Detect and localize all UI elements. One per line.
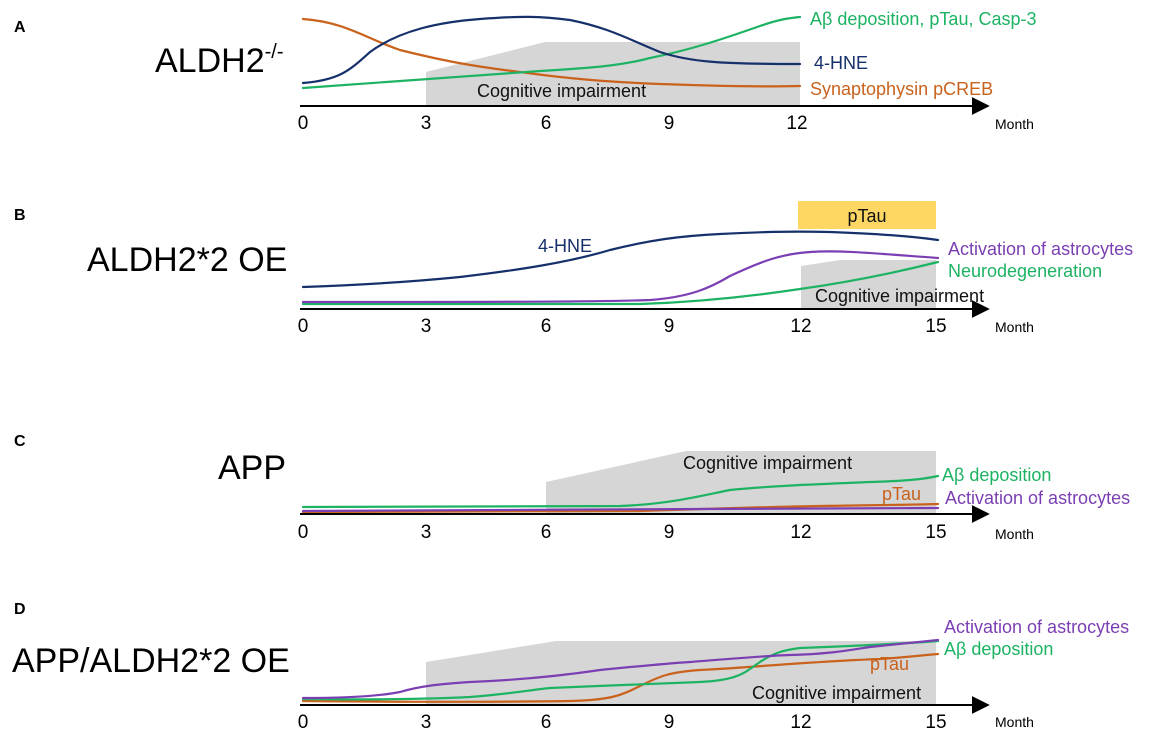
cognitive-impairment-region xyxy=(801,260,936,309)
astrocyte-activation-curve xyxy=(301,638,940,700)
series-label: Aβ deposition xyxy=(944,639,1053,659)
tick-label: 9 xyxy=(664,113,675,134)
tick-label: 0 xyxy=(298,522,309,543)
tick-label: 3 xyxy=(421,316,432,337)
ptau-box xyxy=(798,201,936,229)
series-label: 4-HNE xyxy=(538,236,592,256)
tick-label: 3 xyxy=(421,712,432,731)
series-label: Activation of astrocytes xyxy=(945,488,1130,508)
series-label: pTau xyxy=(870,654,909,674)
series-label: 4-HNE xyxy=(814,53,868,73)
tick-label: 15 xyxy=(925,316,946,337)
tick-label: 0 xyxy=(298,316,309,337)
axis-ticks: 0 3 6 9 12 xyxy=(298,113,808,134)
tick-label: 6 xyxy=(541,522,552,543)
tick-label: 6 xyxy=(541,712,552,731)
axis-ticks: 0 3 6 9 12 15 xyxy=(298,522,947,543)
panel-letter: B xyxy=(14,207,26,224)
tick-label: 15 xyxy=(925,712,946,731)
axis-unit: Month xyxy=(995,526,1034,542)
tick-label: 12 xyxy=(786,113,807,134)
panel-a: A ALDH2-/- Cognitive impairment 0 3 6 9 … xyxy=(14,9,1037,134)
tick-label: 3 xyxy=(421,522,432,543)
tick-label: 0 xyxy=(298,113,309,134)
series-label: pTau xyxy=(882,484,921,504)
cognitive-impairment-region xyxy=(426,42,800,106)
axis-unit: Month xyxy=(995,714,1034,730)
tick-label: 9 xyxy=(664,712,675,731)
model-name: ALDH2-/- xyxy=(155,41,284,80)
cognitive-impairment-region xyxy=(546,451,936,514)
model-name: APP/ALDH2*2 OE xyxy=(12,642,290,680)
neurodegeneration-curve xyxy=(301,260,940,306)
cognitive-impairment-label: Cognitive impairment xyxy=(815,286,984,306)
abeta-deposition-curve xyxy=(301,639,940,701)
panel-d: D APP/ALDH2*2 OE Cognitive impairment 0 … xyxy=(12,601,1129,731)
astrocyte-activation-curve xyxy=(301,250,940,304)
4-hne-curve xyxy=(301,230,940,289)
panel-c: C APP Cognitive impairment 0 3 6 9 12 15… xyxy=(14,433,1130,543)
ptau-box-label: pTau xyxy=(847,206,886,226)
tick-label: 6 xyxy=(541,316,552,337)
series-label: Neurodegeneration xyxy=(948,261,1102,281)
tick-label: 15 xyxy=(925,522,946,543)
abeta-deposition-curve xyxy=(301,474,940,509)
series-label: Activation of astrocytes xyxy=(948,239,1133,259)
axis-ticks: 0 3 6 9 12 15 xyxy=(298,712,947,731)
series-label: Synaptophysin pCREB xyxy=(810,79,993,99)
ptau-curve xyxy=(301,652,940,703)
tick-label: 12 xyxy=(790,522,811,543)
model-name: ALDH2*2 OE xyxy=(87,241,287,279)
axis-unit: Month xyxy=(995,319,1034,335)
abeta-ptau-casp3-curve xyxy=(301,15,802,90)
tick-label: 12 xyxy=(790,712,811,731)
axis-unit: Month xyxy=(995,116,1034,132)
astrocyte-activation-curve xyxy=(301,506,940,513)
tick-label: 9 xyxy=(664,522,675,543)
panel-letter: A xyxy=(14,19,26,36)
panel-b: B ALDH2*2 OE pTau Cognitive impairment 0… xyxy=(14,201,1133,337)
series-label: Aβ deposition xyxy=(942,465,1051,485)
tick-label: 3 xyxy=(421,113,432,134)
tick-label: 12 xyxy=(790,316,811,337)
tick-label: 9 xyxy=(664,316,675,337)
model-name: APP xyxy=(218,449,286,487)
series-label: Activation of astrocytes xyxy=(944,617,1129,637)
series-label: Aβ deposition, pTau, Casp-3 xyxy=(810,9,1037,29)
axis-ticks: 0 3 6 9 12 15 xyxy=(298,316,947,337)
panel-letter: C xyxy=(14,433,26,450)
4-hne-curve xyxy=(301,15,802,85)
cognitive-impairment-label: Cognitive impairment xyxy=(683,453,852,473)
tick-label: 0 xyxy=(298,712,309,731)
cognitive-impairment-label: Cognitive impairment xyxy=(477,81,646,101)
cognitive-impairment-label: Cognitive impairment xyxy=(752,683,921,703)
panel-letter: D xyxy=(14,601,26,618)
tick-label: 6 xyxy=(541,113,552,134)
